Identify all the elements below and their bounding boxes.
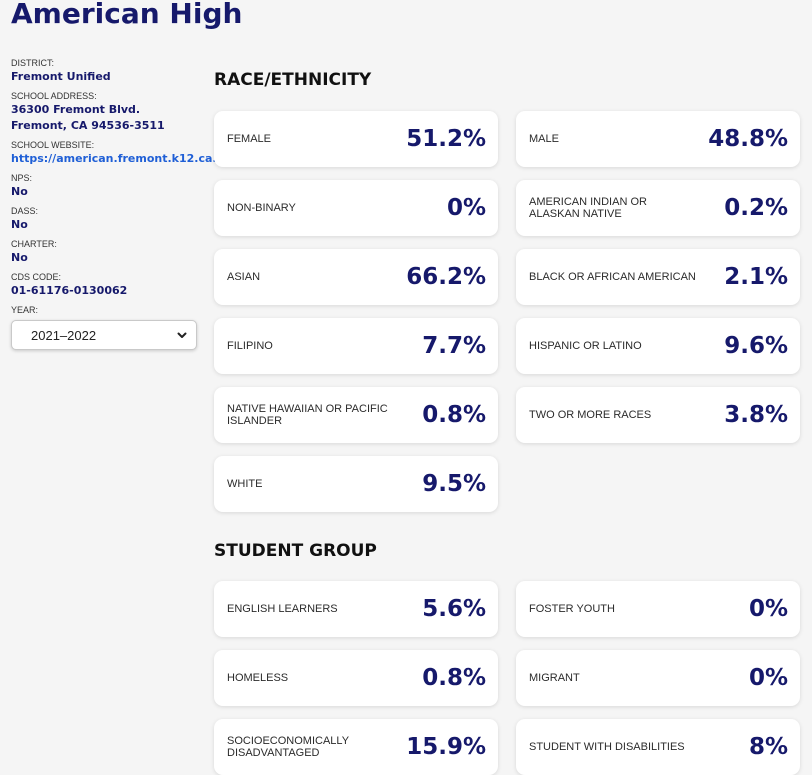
stat-card: HISPANIC OR LATINO 9.6% <box>516 318 800 374</box>
stat-value: 3.8% <box>724 402 788 428</box>
stat-card: BLACK OR AFRICAN AMERICAN 2.1% <box>516 249 800 305</box>
stat-card: STUDENT WITH DISABILITIES 8% <box>516 719 800 775</box>
charter-label: CHARTER: <box>11 239 57 249</box>
stat-value: 0.8% <box>422 665 486 691</box>
stat-label: FEMALE <box>227 133 272 145</box>
stat-label: FOSTER YOUTH <box>529 603 615 615</box>
stat-card: MIGRANT 0% <box>516 650 800 706</box>
stat-value: 0% <box>446 195 486 221</box>
address-line-1: 36300 Fremont Blvd. <box>11 103 141 116</box>
stat-value: 0% <box>748 665 788 691</box>
cds-code-value: 01-61176-0130062 <box>11 284 128 297</box>
stat-value: 9.6% <box>724 333 788 359</box>
stat-label: STUDENT WITH DISABILITIES <box>529 741 685 753</box>
district-value: Fremont Unified <box>11 70 111 83</box>
race-ethnicity-heading: RACE/ETHNICITY <box>214 70 372 90</box>
stat-label: MIGRANT <box>529 672 580 684</box>
stat-value: 0% <box>748 596 788 622</box>
stat-value: 0.8% <box>422 402 486 428</box>
stat-label: WHITE <box>227 478 263 490</box>
year-select[interactable]: 2021–2022 <box>11 320 197 350</box>
website-label: SCHOOL WEBSITE: <box>11 140 95 150</box>
stat-value: 2.1% <box>724 264 788 290</box>
stat-label: NON-BINARY <box>227 202 296 214</box>
address-label: SCHOOL ADDRESS: <box>11 91 97 101</box>
stat-value: 8% <box>748 734 788 760</box>
stat-card: WHITE 9.5% <box>214 456 498 512</box>
district-label: DISTRICT: <box>11 58 55 68</box>
nps-label: NPS: <box>11 173 33 183</box>
address-line-2: Fremont, CA 94536-3511 <box>11 119 165 132</box>
stat-card: ASIAN 66.2% <box>214 249 498 305</box>
stat-label: AMERICAN INDIAN OR ALASKAN NATIVE <box>529 196 647 220</box>
stat-label: FILIPINO <box>227 340 273 352</box>
page-title: American High <box>11 0 243 30</box>
stat-card: FILIPINO 7.7% <box>214 318 498 374</box>
stat-label: TWO OR MORE RACES <box>529 409 652 421</box>
chevron-down-icon <box>177 332 187 338</box>
stat-label: HOMELESS <box>227 672 289 684</box>
student-group-heading: STUDENT GROUP <box>214 541 377 561</box>
stat-label: HISPANIC OR LATINO <box>529 340 642 352</box>
stat-card: HOMELESS 0.8% <box>214 650 498 706</box>
stat-label: ASIAN <box>227 271 261 283</box>
stat-label: BLACK OR AFRICAN AMERICAN <box>529 271 696 283</box>
stat-card: FEMALE 51.2% <box>214 111 498 167</box>
website-link[interactable]: https://american.fremont.k12.ca.us <box>11 152 231 165</box>
cds-code-label: CDS CODE: <box>11 272 62 282</box>
stat-value: 51.2% <box>406 126 486 152</box>
dass-value: No <box>11 218 28 231</box>
stat-value: 0.2% <box>724 195 788 221</box>
year-label: YEAR: <box>11 305 39 315</box>
student-group-grid: ENGLISH LEARNERS 5.6% FOSTER YOUTH 0% HOME… <box>214 581 800 775</box>
stat-card: SOCIOECONOMICALLY DISADVANTAGED 15.9% <box>214 719 498 775</box>
stat-card: AMERICAN INDIAN OR ALASKAN NATIVE 0.2% <box>516 180 800 236</box>
school-info-sidebar: DISTRICT: Fremont Unified SCHOOL ADDRESS… <box>11 58 231 350</box>
stat-card: ENGLISH LEARNERS 5.6% <box>214 581 498 637</box>
stat-card: TWO OR MORE RACES 3.8% <box>516 387 800 443</box>
year-select-value: 2021–2022 <box>31 327 97 343</box>
stat-label: MALE <box>529 133 559 145</box>
stat-card: MALE 48.8% <box>516 111 800 167</box>
charter-value: No <box>11 251 28 264</box>
dass-label: DASS: <box>11 206 39 216</box>
stat-label: NATIVE HAWAIIAN OR PACIFIC ISLANDER <box>227 403 388 427</box>
race-ethnicity-grid: FEMALE 51.2% MALE 48.8% NON-BINARY 0% AMERI… <box>214 111 800 512</box>
stat-value: 7.7% <box>422 333 486 359</box>
stat-label: ENGLISH LEARNERS <box>227 603 338 615</box>
stat-card: NATIVE HAWAIIAN OR PACIFIC ISLANDER 0.8% <box>214 387 498 443</box>
stat-card: FOSTER YOUTH 0% <box>516 581 800 637</box>
nps-value: No <box>11 185 28 198</box>
stat-value: 48.8% <box>708 126 788 152</box>
stat-value: 15.9% <box>406 734 486 760</box>
stat-value: 5.6% <box>422 596 486 622</box>
stat-value: 66.2% <box>406 264 486 290</box>
stat-card: NON-BINARY 0% <box>214 180 498 236</box>
stat-value: 9.5% <box>422 471 486 497</box>
stat-label: SOCIOECONOMICALLY DISADVANTAGED <box>227 735 349 759</box>
